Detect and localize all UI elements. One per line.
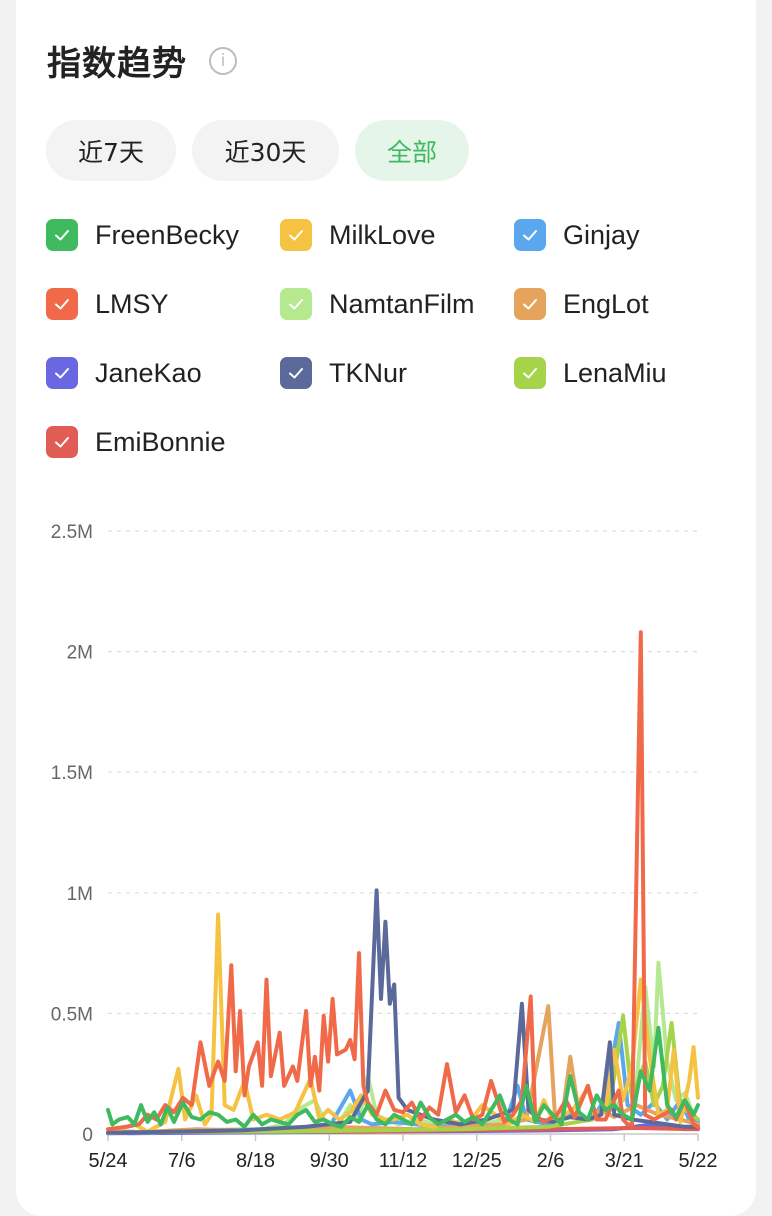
x-tick-label: 9/30 (310, 1150, 349, 1172)
y-tick-label: 2.5M (51, 522, 93, 543)
series-line-freenbecky (106, 1025, 700, 1129)
legend-label: LMSY (95, 288, 169, 319)
legend-label: TKNur (329, 357, 408, 388)
legend-item-englot[interactable]: EngLot (514, 287, 736, 321)
legend-label: JaneKao (95, 357, 202, 388)
checkbox-checked-icon[interactable] (514, 357, 546, 389)
chart-legend: FreenBecky MilkLove Ginjay LMSY NamtanFilm En… (46, 218, 736, 459)
tab-all[interactable]: 全部 (355, 120, 469, 181)
x-tick-label: 12/25 (452, 1150, 502, 1172)
series-line-tknur (106, 888, 700, 1135)
legend-item-namtanfilm[interactable]: NamtanFilm (280, 287, 514, 321)
checkbox-checked-icon[interactable] (46, 219, 78, 251)
legend-item-janekao[interactable]: JaneKao (46, 356, 280, 390)
x-tick-label: 5/24 (89, 1150, 128, 1172)
page-title: 指数趋势 (47, 44, 187, 84)
legend-item-tknur[interactable]: TKNur (280, 356, 514, 390)
checkbox-checked-icon[interactable] (514, 219, 546, 251)
legend-item-lmsy[interactable]: LMSY (46, 287, 280, 321)
x-tick-label: 11/12 (379, 1150, 428, 1172)
y-tick-label: 1M (67, 884, 93, 905)
legend-label: FreenBecky (95, 219, 240, 250)
x-tick-label: 8/18 (236, 1150, 275, 1172)
series-line-lmsy (106, 630, 700, 1132)
y-tick-label: 2M (67, 643, 93, 664)
tab-30-days[interactable]: 近30天 (192, 120, 339, 181)
checkbox-checked-icon[interactable] (46, 357, 78, 389)
info-icon[interactable]: i (209, 46, 237, 75)
x-tick-label: 2/6 (537, 1150, 565, 1172)
legend-label: MilkLove (329, 219, 436, 250)
legend-item-emibonnie[interactable]: EmiBonnie (46, 425, 280, 459)
line-chart: 0 0.5M 1M 1.5M 2M 2.5M 5/24 7/6 8/18 9/30 11/12 12/… (51, 522, 718, 1172)
legend-label: EmiBonnie (95, 426, 226, 457)
x-tick-label: 5/22 (679, 1150, 718, 1172)
header: 指数趋势 i (47, 36, 237, 85)
checkbox-checked-icon[interactable] (514, 288, 546, 320)
legend-item-milklove[interactable]: MilkLove (280, 218, 514, 252)
tab-7-days[interactable]: 近7天 (46, 120, 176, 181)
y-tick-label: 0.5M (51, 1004, 93, 1025)
checkbox-checked-icon[interactable] (280, 357, 312, 389)
legend-item-lenamiu[interactable]: LenaMiu (514, 356, 736, 390)
y-tick-label: 1.5M (51, 763, 93, 784)
time-range-tabs: 近7天 近30天 全部 (46, 120, 469, 181)
legend-label: EngLot (563, 288, 649, 319)
legend-item-ginjay[interactable]: Ginjay (514, 218, 736, 252)
checkbox-checked-icon[interactable] (280, 288, 312, 320)
checkbox-checked-icon[interactable] (46, 288, 78, 320)
y-tick-label: 0 (82, 1125, 93, 1146)
legend-label: LenaMiu (563, 357, 667, 388)
x-tick-label: 7/6 (168, 1150, 196, 1172)
x-tick-label: 3/21 (605, 1150, 644, 1172)
checkbox-checked-icon[interactable] (46, 426, 78, 458)
legend-label: NamtanFilm (329, 288, 475, 319)
legend-item-freenbecky[interactable]: FreenBecky (46, 218, 280, 252)
checkbox-checked-icon[interactable] (280, 219, 312, 251)
legend-label: Ginjay (563, 219, 640, 250)
series-line-milklove (106, 912, 700, 1134)
